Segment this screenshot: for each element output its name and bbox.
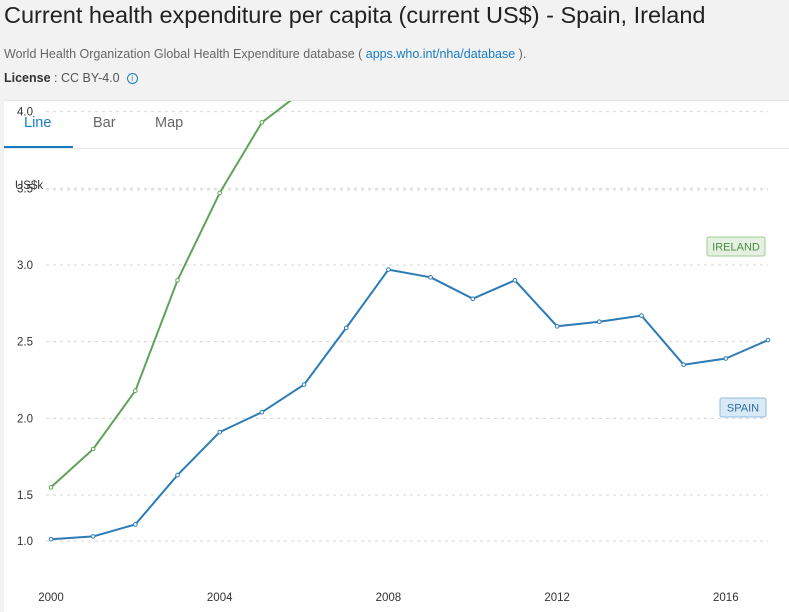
- series-tag-box-spain: [719, 397, 767, 418]
- data-point-spain: [470, 296, 476, 302]
- line-chart: US$k1.01.52.02.53.03.54.04.55.0200020042…: [15, 101, 771, 604]
- data-point-spain: [90, 534, 96, 539]
- series-tag-box-ireland: [706, 236, 766, 257]
- y-axis-unit-label: US$k: [15, 180, 43, 192]
- tab-line[interactable]: Line: [24, 115, 52, 131]
- series-line-ireland: [50, 101, 292, 489]
- active-tab-indicator: [4, 146, 73, 148]
- license-value: : CC BY-4.0: [50, 71, 120, 85]
- data-point-spain: [48, 536, 54, 542]
- data-point-ireland: [175, 278, 180, 283]
- series-tag-label-ireland: IRELAND: [712, 242, 760, 254]
- data-point-spain: [386, 267, 391, 272]
- x-tick-label: 2004: [207, 592, 233, 604]
- source-suffix: ).: [515, 47, 527, 61]
- page-title: Current health expenditure per capita (c…: [4, 2, 706, 28]
- y-tick-label: 1.0: [17, 536, 33, 548]
- data-point-spain: [596, 319, 602, 325]
- data-point-spain: [343, 325, 349, 331]
- data-point-spain: [639, 313, 644, 318]
- y-tick-label: 4.0: [17, 107, 33, 119]
- license-line: License : CC BY-4.0 i: [4, 71, 138, 85]
- data-point-spain: [554, 324, 560, 329]
- data-point-ireland: [259, 120, 265, 125]
- info-icon[interactable]: i: [126, 73, 138, 84]
- chart-tabs: Line Bar Map: [4, 101, 789, 149]
- tab-map[interactable]: Map: [155, 115, 184, 131]
- series-line-spain: [50, 268, 769, 541]
- data-point-spain: [681, 362, 686, 367]
- y-tick-label: 3.5: [17, 183, 33, 195]
- data-point-spain: [428, 274, 433, 280]
- series-tag-label-spain: SPAIN: [727, 403, 759, 415]
- x-tick-label: 2012: [544, 592, 570, 604]
- source-line: World Health Organization Global Health …: [4, 47, 526, 61]
- data-point-spain: [217, 429, 223, 435]
- data-point-ireland: [217, 190, 223, 196]
- chart-panel: Line Bar Map US$k1.01.52.02.53.03.54.04.…: [4, 100, 789, 612]
- data-point-spain: [765, 337, 771, 343]
- x-tick-label: 2008: [376, 592, 402, 604]
- x-tick-label: 2000: [38, 592, 64, 604]
- y-tick-label: 2.5: [17, 337, 33, 349]
- data-point-ireland: [133, 388, 138, 394]
- data-point-spain: [512, 278, 518, 283]
- data-point-spain: [175, 472, 180, 478]
- data-point-spain: [723, 356, 729, 361]
- data-point-ireland: [48, 485, 54, 490]
- source-link[interactable]: apps.who.int/nha/database: [365, 47, 516, 61]
- data-point-spain: [301, 382, 307, 387]
- x-tick-label: 2016: [713, 592, 739, 604]
- y-tick-label: 2.0: [17, 413, 33, 425]
- data-point-spain: [259, 409, 265, 415]
- tab-bar[interactable]: Bar: [93, 115, 116, 131]
- data-point-ireland: [90, 446, 96, 452]
- y-tick-label: 3.0: [17, 260, 33, 272]
- data-point-spain: [133, 522, 138, 527]
- source-prefix: World Health Organization Global Health …: [4, 47, 366, 61]
- y-tick-label: 1.5: [17, 490, 33, 502]
- license-label: License: [4, 71, 51, 85]
